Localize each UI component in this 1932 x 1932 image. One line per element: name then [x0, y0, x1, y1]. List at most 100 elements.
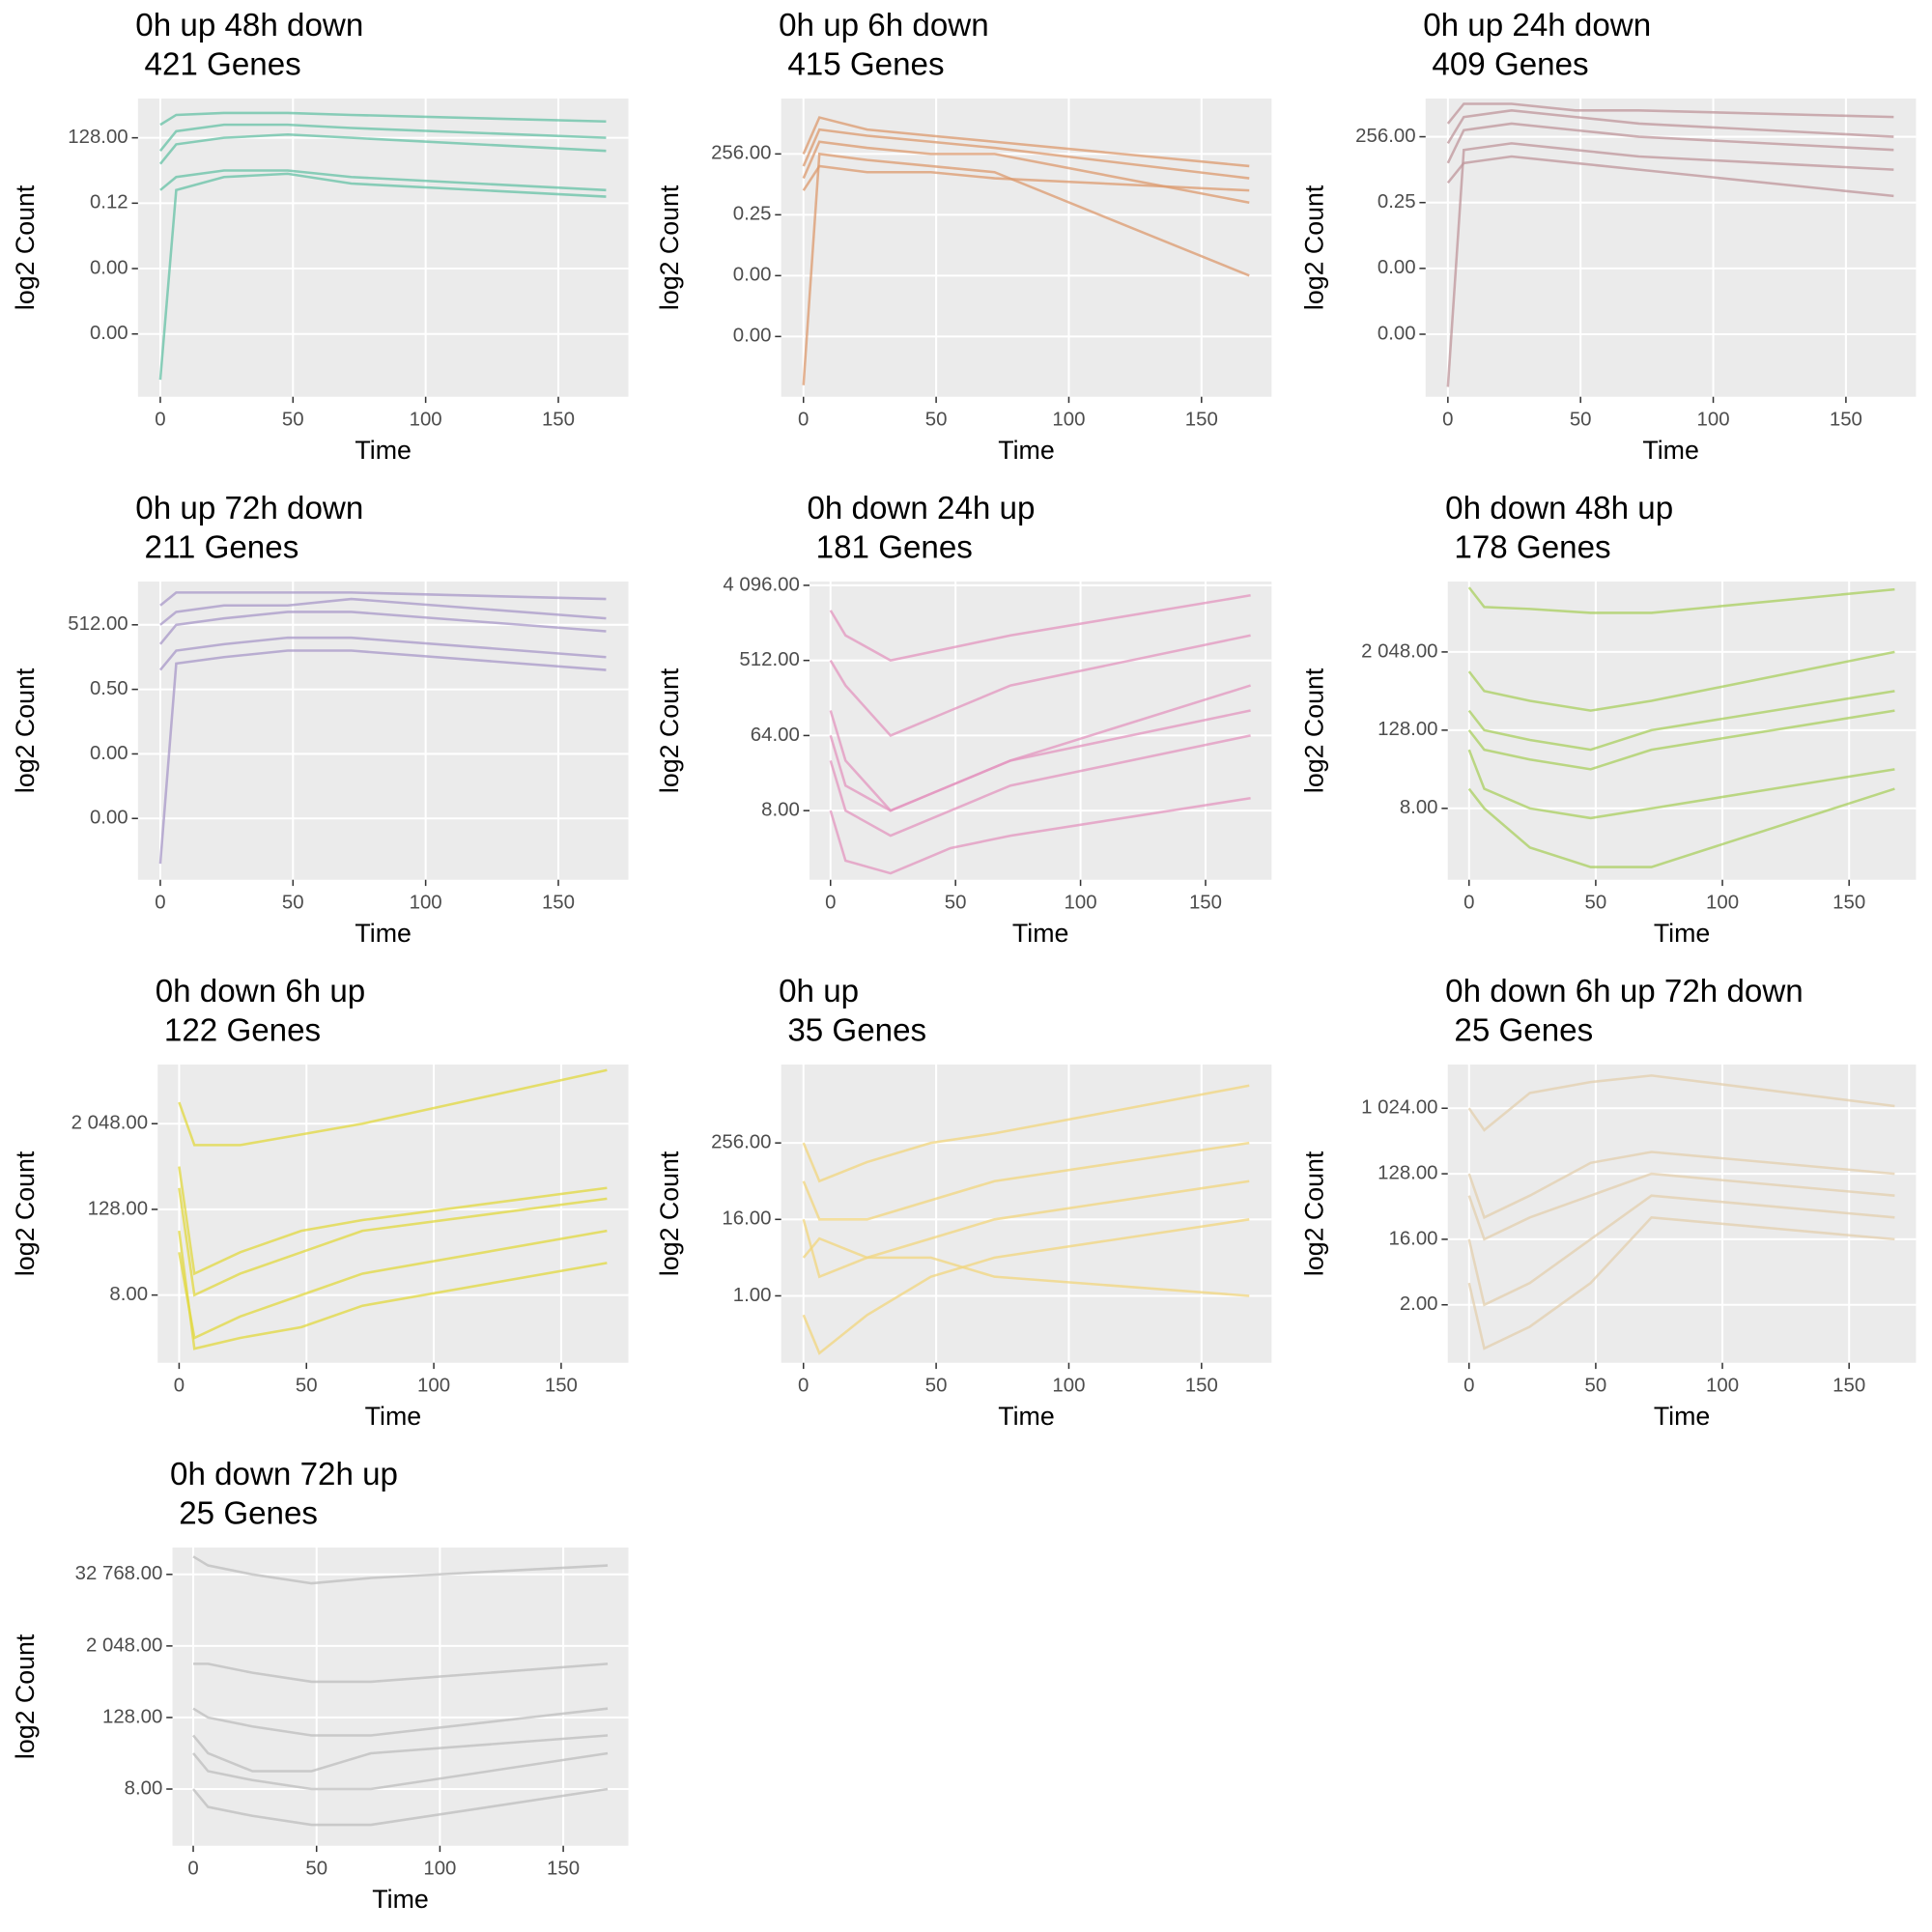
y-tick-label: 0.00 — [733, 265, 772, 286]
x-tick-label: 150 — [1833, 1375, 1865, 1396]
x-tick-label: 50 — [282, 892, 304, 913]
y-tick-label: 256.00 — [711, 143, 771, 164]
x-tick-label: 0 — [155, 892, 165, 913]
y-tick-label: 8.00 — [125, 1777, 163, 1799]
y-tick-label: 16.00 — [1388, 1228, 1437, 1249]
y-tick-label: 0.12 — [90, 192, 128, 213]
series-line — [1467, 787, 1895, 868]
series-line — [1446, 102, 1894, 125]
x-tick-label: 150 — [1189, 892, 1222, 913]
x-tick-label: 0 — [155, 409, 165, 430]
y-tick-label: 256.00 — [711, 1132, 771, 1153]
panel-title: 0h up — [779, 974, 859, 1009]
y-tick-label: 0.00 — [90, 808, 128, 829]
panel-title: 0h down 72h up — [170, 1457, 398, 1492]
x-tick-label: 0 — [1463, 1375, 1474, 1396]
x-tick-label: 150 — [542, 409, 575, 430]
series-line — [802, 164, 1250, 192]
x-tick-label: 150 — [547, 1858, 580, 1879]
y-tick-label: 8.00 — [761, 800, 800, 821]
series-line — [1446, 109, 1894, 145]
series-line — [802, 140, 1250, 205]
series-line — [192, 1734, 609, 1773]
series-line — [192, 1787, 609, 1827]
y-tick-label: 128.00 — [102, 1706, 162, 1727]
x-tick-label: 0 — [825, 892, 836, 913]
series-line — [158, 132, 607, 165]
x-tick-label: 0 — [1442, 409, 1453, 430]
y-axis-title: log2 Count — [1299, 185, 1328, 310]
series-line — [158, 172, 607, 381]
panel-title: 0h up 24h down — [1423, 8, 1651, 43]
panel-subtitle: 35 Genes — [779, 1013, 926, 1049]
y-tick-label: 8.00 — [1400, 797, 1438, 818]
series-line — [802, 1084, 1250, 1183]
series-line — [1467, 586, 1895, 614]
x-axis-title: Time — [1654, 919, 1710, 948]
panel-subtitle: 25 Genes — [1445, 1013, 1593, 1049]
y-axis-title: log2 Count — [11, 185, 40, 310]
x-tick-label: 150 — [542, 892, 575, 913]
y-tick-label: 128.00 — [88, 1198, 148, 1219]
y-tick-label: 512.00 — [68, 613, 128, 635]
x-tick-label: 50 — [282, 409, 304, 430]
x-axis-title: Time — [1654, 1402, 1710, 1431]
series-line — [159, 591, 607, 607]
panel-background — [1447, 1065, 1917, 1363]
y-tick-label: 128.00 — [1378, 719, 1437, 740]
y-tick-label: 0.00 — [1378, 323, 1416, 344]
panel-subtitle: 181 Genes — [807, 530, 972, 566]
y-tick-label: 0.25 — [733, 204, 772, 225]
y-tick-label: 0.00 — [90, 743, 128, 764]
panel-background — [781, 99, 1272, 397]
panel-title: 0h up 6h down — [779, 8, 989, 43]
series-line — [829, 709, 1251, 812]
y-tick-label: 32 768.00 — [75, 1563, 163, 1584]
series-line — [192, 1751, 609, 1791]
panel-subtitle: 409 Genes — [1423, 47, 1588, 83]
x-tick-label: 100 — [423, 1858, 456, 1879]
series-line — [1467, 709, 1895, 771]
x-axis-title: Time — [365, 1402, 421, 1431]
x-tick-label: 0 — [1463, 892, 1474, 913]
y-tick-label: 64.00 — [751, 724, 800, 746]
x-tick-label: 150 — [545, 1375, 578, 1396]
series-line — [802, 128, 1250, 180]
y-tick-label: 2.00 — [1400, 1293, 1438, 1315]
panel-title: 0h down 6h up 72h down — [1445, 974, 1804, 1009]
x-tick-label: 100 — [1065, 892, 1097, 913]
series-line — [1467, 1172, 1895, 1241]
series-line — [829, 634, 1251, 737]
series-line — [193, 1662, 609, 1684]
series-line — [1446, 122, 1894, 164]
x-tick-label: 100 — [1706, 892, 1739, 913]
y-tick-label: 1.00 — [733, 1285, 772, 1306]
y-tick-label: 0.00 — [1378, 257, 1416, 278]
series-line — [1446, 155, 1894, 198]
panel-subtitle: 211 Genes — [135, 530, 298, 566]
series-line — [1467, 1215, 1895, 1350]
series-line — [178, 1068, 608, 1147]
x-axis-title: Time — [1642, 436, 1698, 465]
series-line — [829, 594, 1251, 663]
panel-background — [810, 582, 1272, 880]
series-line — [802, 152, 1250, 385]
x-tick-label: 150 — [1830, 409, 1862, 430]
y-axis-title: log2 Count — [655, 185, 684, 310]
panel-title: 0h up 72h down — [135, 491, 363, 526]
x-axis-title: Time — [372, 1885, 428, 1914]
x-axis-title: Time — [1012, 919, 1068, 948]
y-axis-title: log2 Count — [655, 668, 684, 793]
series-line — [1467, 1194, 1895, 1307]
x-tick-label: 100 — [1697, 409, 1730, 430]
y-tick-label: 0.00 — [90, 257, 128, 278]
series-line — [1467, 650, 1895, 712]
y-tick-label: 16.00 — [722, 1208, 771, 1230]
y-tick-label: 256.00 — [1355, 126, 1415, 147]
y-tick-label: 0.25 — [1378, 191, 1416, 213]
y-tick-label: 128.00 — [68, 127, 128, 148]
y-axis-title: log2 Count — [11, 668, 40, 793]
series-line — [802, 116, 1250, 168]
panel-title: 0h down 24h up — [807, 491, 1035, 526]
